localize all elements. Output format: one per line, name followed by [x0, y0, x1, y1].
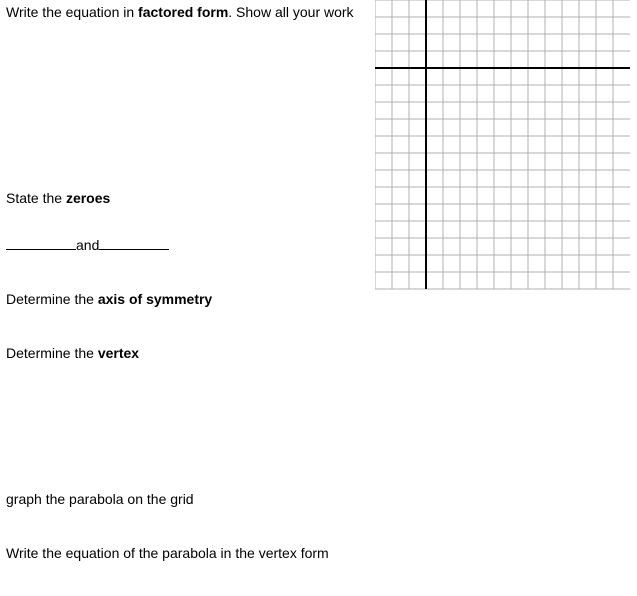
prompt-graph-parabola: graph the parabola on the grid [6, 491, 376, 507]
prompt-factored-form: Write the equation in factored form. Sho… [6, 4, 376, 20]
text: Determine the [6, 291, 98, 307]
text-bold: vertex [98, 345, 139, 361]
prompt-vertex-form: Write the equation of the parabola in th… [6, 545, 376, 561]
text: Determine the [6, 345, 98, 361]
blank-zero-2[interactable] [99, 236, 169, 250]
blank-zero-1[interactable] [6, 236, 76, 250]
text: graph the parabola on the grid [6, 491, 194, 507]
text: . Show all your work [228, 4, 353, 20]
text: Write the equation of the parabola in th… [6, 545, 329, 561]
questions-column: Write the equation in factored form. Sho… [6, 0, 376, 569]
prompt-vertex: Determine the vertex [6, 345, 376, 361]
text: Write the equation in [6, 4, 138, 20]
text-and: and [76, 237, 99, 253]
text: State the [6, 190, 66, 206]
text-bold: zeroes [66, 190, 110, 206]
prompt-axis-of-symmetry: Determine the axis of symmetry [6, 291, 376, 307]
grid-svg [375, 0, 637, 300]
coordinate-grid [375, 0, 637, 300]
prompt-zeroes: State the zeroes [6, 190, 376, 206]
text-bold: factored form [138, 4, 228, 20]
zeroes-blanks: and [6, 236, 376, 253]
text-bold: axis of symmetry [98, 291, 212, 307]
